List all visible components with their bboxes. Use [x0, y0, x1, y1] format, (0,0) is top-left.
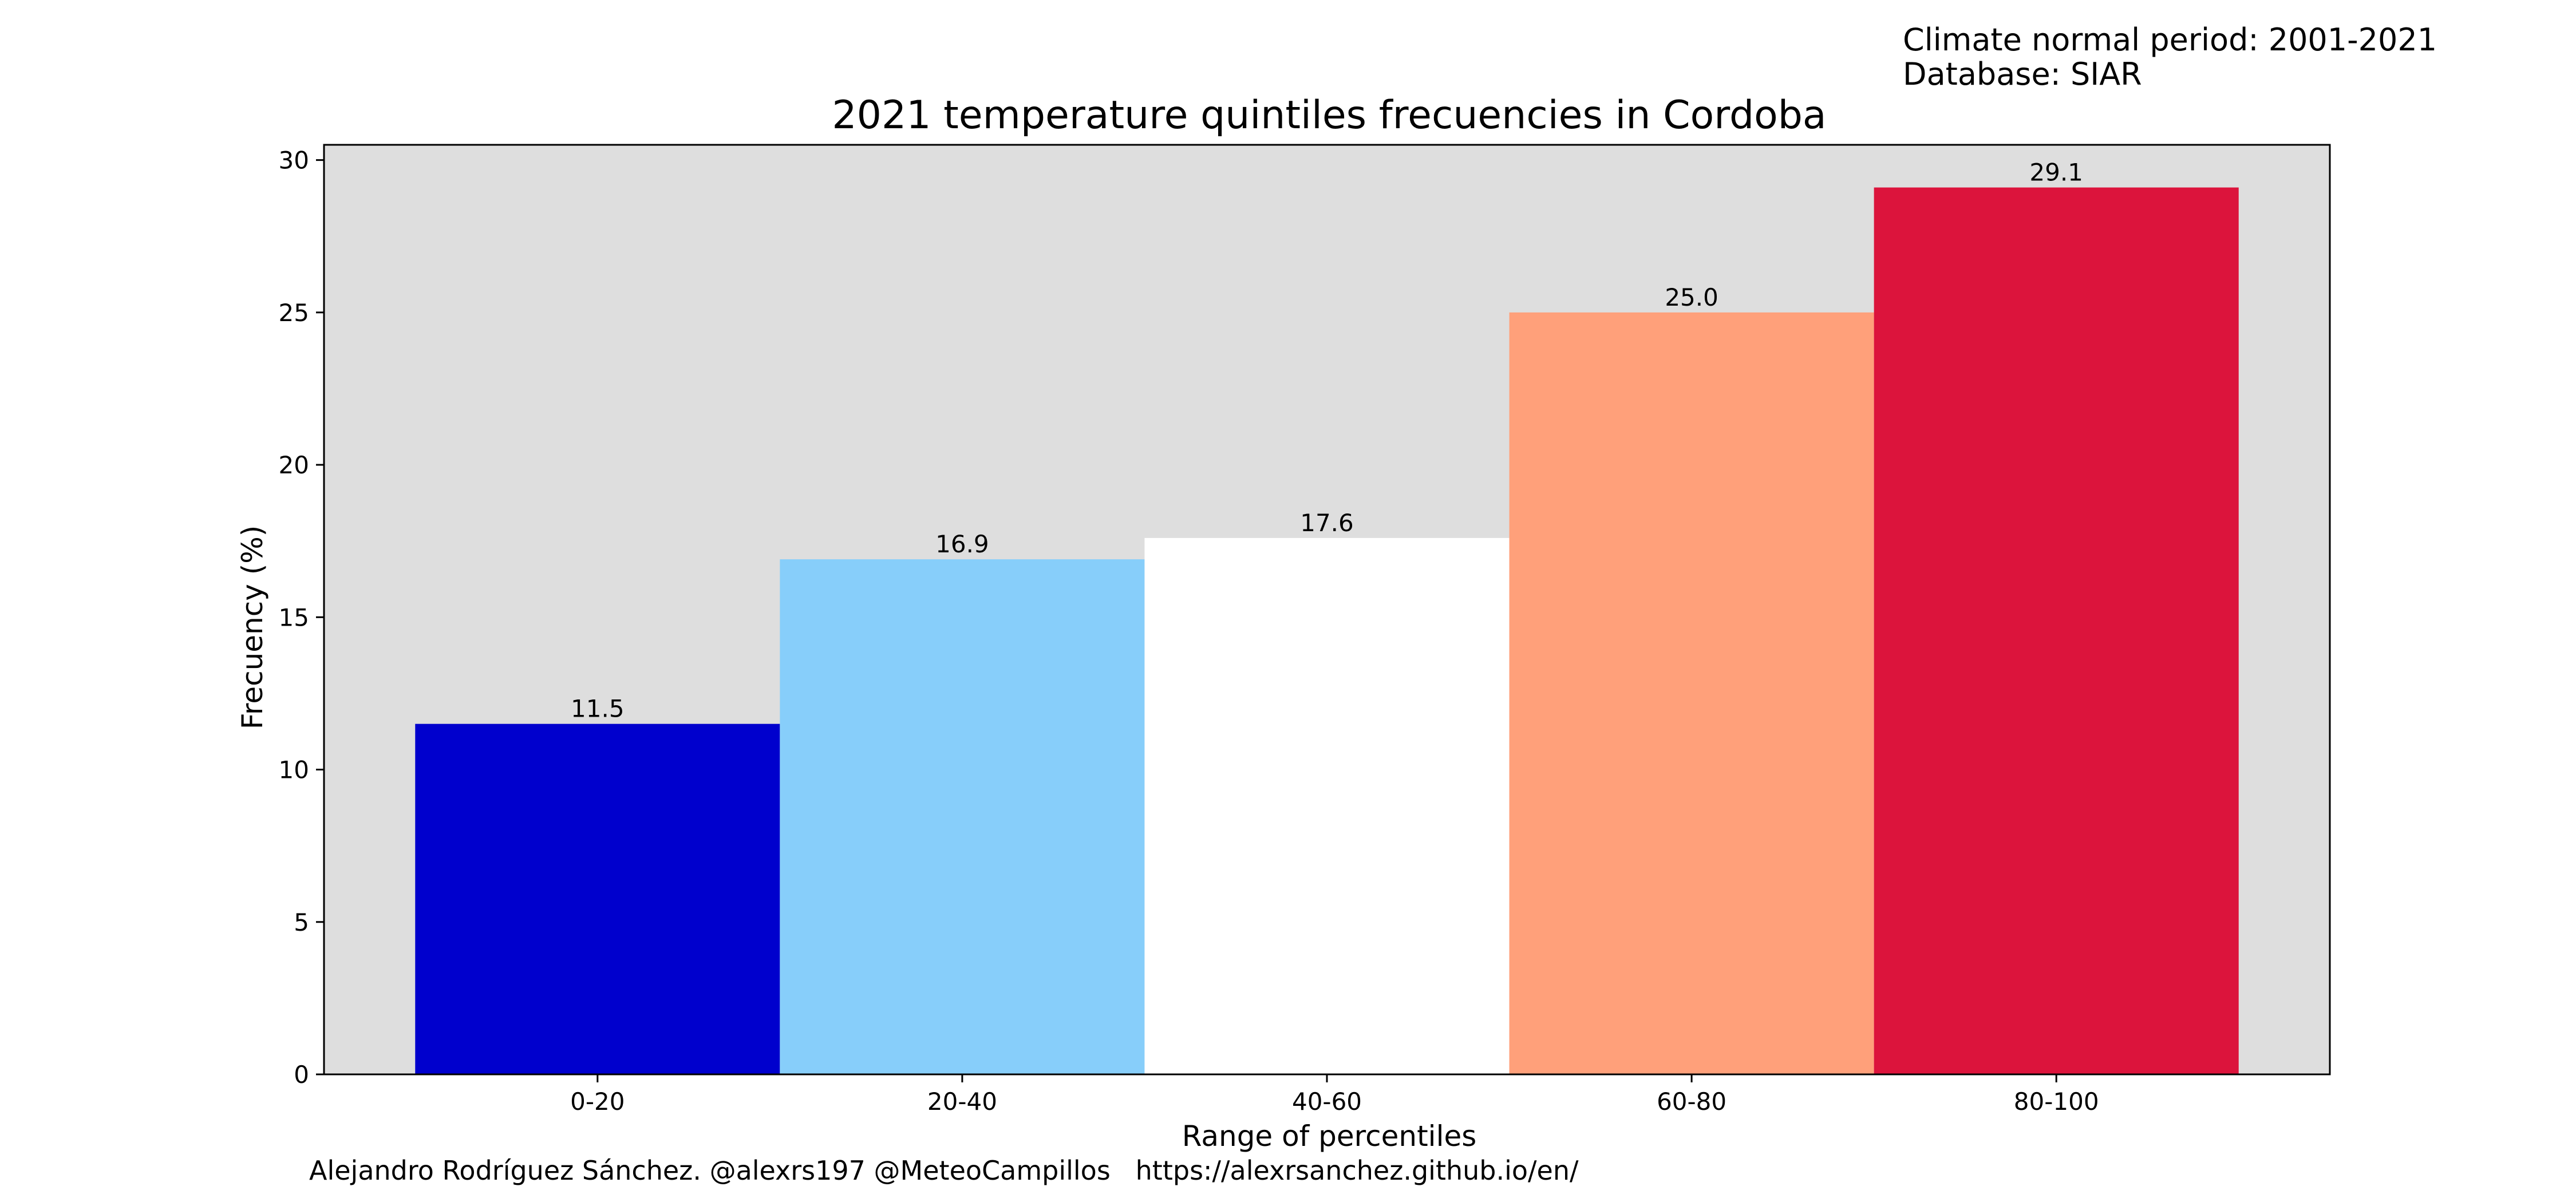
bar-value-label-80-100: 29.1	[2029, 159, 2083, 187]
bar-value-label-20-40: 16.9	[935, 530, 989, 558]
x-tick-label-40-60: 40-60	[1292, 1088, 1362, 1116]
bar-20-40	[780, 559, 1145, 1074]
author-credits: Alejandro Rodríguez Sánchez. @alexrs197 …	[309, 1155, 1579, 1186]
bar-60-80	[1509, 312, 1874, 1074]
y-tick-label-15: 15	[279, 603, 309, 631]
bar-value-labels: 11.5 16.9 17.6 25.0 29.1	[571, 159, 2083, 723]
x-tick-label-20-40: 20-40	[927, 1088, 997, 1116]
bar-80-100	[1874, 187, 2239, 1075]
x-axis-label: Range of percentiles	[1182, 1120, 1477, 1153]
bar-value-label-60-80: 25.0	[1665, 283, 1718, 311]
chart-metadata: Climate normal period: 2001-2021 Databas…	[1903, 23, 2437, 92]
climate-normal-period: Climate normal period: 2001-2021	[1903, 22, 2437, 58]
bar-40-60	[1144, 537, 1510, 1074]
bar-value-label-0-20: 11.5	[571, 695, 625, 723]
bar-value-label-40-60: 17.6	[1300, 509, 1354, 537]
y-tick-label-10: 10	[279, 756, 309, 784]
y-tick-label-20: 20	[279, 451, 309, 479]
y-tick-label-25: 25	[279, 299, 309, 327]
y-tick-label-0: 0	[294, 1061, 309, 1089]
x-tick-label-60-80: 60-80	[1657, 1088, 1726, 1116]
y-tick-label-30: 30	[279, 147, 309, 175]
database-source: Database: SIAR	[1903, 56, 2142, 92]
bars-group	[415, 187, 2239, 1075]
x-axis: 0-20 20-40 40-60 60-80 80-100	[570, 1074, 2099, 1116]
chart-title: 2021 temperature quintiles frecuencies i…	[832, 93, 1826, 138]
y-tick-label-5: 5	[294, 908, 309, 936]
y-axis: 0 5 10 15 20 25 30	[279, 147, 324, 1089]
bar-0-20	[415, 723, 780, 1074]
x-tick-label-0-20: 0-20	[570, 1088, 625, 1116]
x-tick-label-80-100: 80-100	[2014, 1088, 2099, 1116]
y-axis-label: Frecuency (%)	[236, 525, 269, 729]
